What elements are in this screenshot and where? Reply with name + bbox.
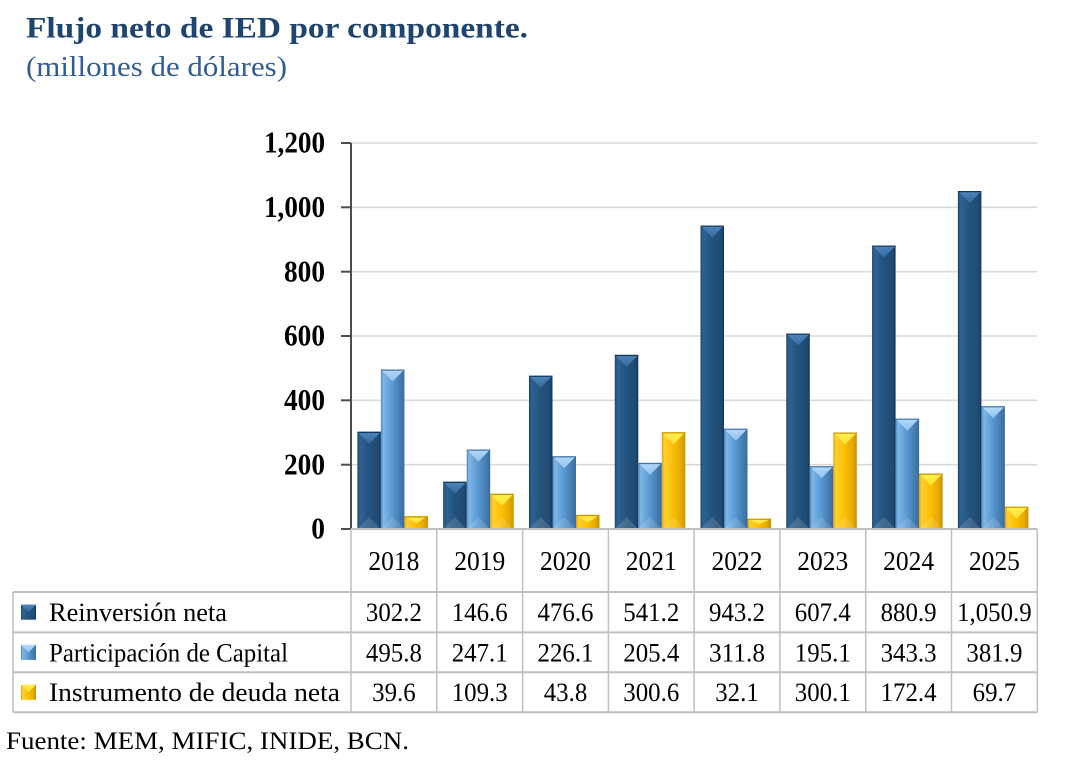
svg-text:381.9: 381.9 (966, 638, 1022, 667)
svg-text:2020: 2020 (540, 545, 591, 576)
svg-text:43.8: 43.8 (544, 678, 588, 707)
svg-text:1,000: 1,000 (264, 189, 325, 224)
svg-text:32.1: 32.1 (715, 678, 759, 707)
svg-text:2023: 2023 (797, 545, 848, 576)
svg-text:Fuente: MEM, MIFIC, INIDE, BCN: Fuente: MEM, MIFIC, INIDE, BCN. (6, 726, 409, 755)
svg-text:Participación de Capital: Participación de Capital (49, 638, 288, 667)
svg-text:311.8: 311.8 (709, 638, 765, 667)
svg-text:476.6: 476.6 (538, 598, 594, 627)
svg-text:600: 600 (284, 318, 325, 353)
svg-text:541.2: 541.2 (623, 598, 679, 627)
svg-text:1,050.9: 1,050.9 (957, 598, 1032, 627)
svg-text:300.1: 300.1 (795, 678, 851, 707)
svg-text:2024: 2024 (883, 545, 934, 576)
svg-text:(millones de dólares): (millones de dólares) (26, 51, 287, 83)
svg-text:247.1: 247.1 (452, 638, 508, 667)
svg-text:146.6: 146.6 (452, 598, 508, 627)
svg-text:880.9: 880.9 (881, 598, 937, 627)
svg-text:2018: 2018 (368, 545, 419, 576)
svg-text:226.1: 226.1 (538, 638, 594, 667)
svg-text:343.3: 343.3 (881, 638, 937, 667)
svg-text:1,200: 1,200 (264, 125, 325, 160)
svg-text:172.4: 172.4 (881, 678, 937, 707)
svg-text:2025: 2025 (969, 545, 1020, 576)
svg-text:Reinversión neta: Reinversión neta (49, 598, 227, 627)
svg-text:607.4: 607.4 (795, 598, 851, 627)
svg-text:2022: 2022 (712, 545, 763, 576)
svg-text:109.3: 109.3 (452, 678, 508, 707)
svg-text:495.8: 495.8 (366, 638, 422, 667)
svg-text:300.6: 300.6 (623, 678, 679, 707)
svg-text:195.1: 195.1 (795, 638, 851, 667)
svg-text:Instrumento de deuda neta: Instrumento de deuda neta (49, 678, 340, 707)
svg-text:69.7: 69.7 (973, 678, 1017, 707)
svg-text:400: 400 (284, 382, 325, 417)
svg-text:943.2: 943.2 (709, 598, 765, 627)
svg-text:205.4: 205.4 (623, 638, 679, 667)
svg-text:302.2: 302.2 (366, 598, 422, 627)
svg-text:39.6: 39.6 (372, 678, 416, 707)
svg-text:2021: 2021 (626, 545, 677, 576)
svg-text:0: 0 (311, 511, 325, 546)
svg-text:2019: 2019 (454, 545, 505, 576)
svg-text:Flujo neto de IED por componen: Flujo neto de IED por componente. (26, 12, 528, 45)
svg-text:200: 200 (284, 446, 325, 481)
svg-text:800: 800 (284, 253, 325, 288)
